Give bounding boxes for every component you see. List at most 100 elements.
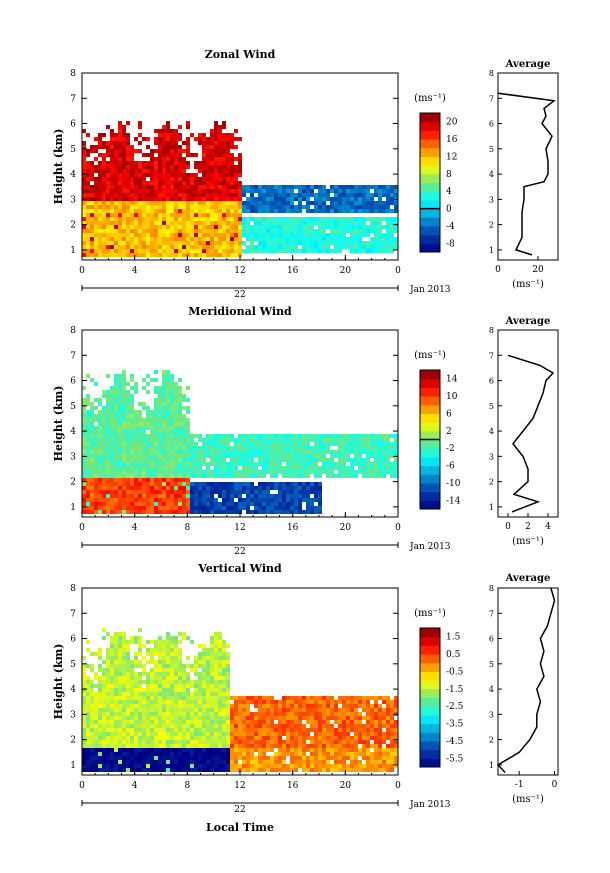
heatmap-cell [130,684,134,688]
heatmap-cell [190,233,194,237]
heatmap-cell [370,249,374,253]
heatmap-cell [118,173,122,177]
heatmap-cell [98,502,102,506]
heatmap-cell [178,450,182,454]
heatmap-cell [126,696,130,700]
heatmap-cell [90,494,94,498]
heatmap-cell [114,498,118,502]
heatmap-cell [394,229,398,233]
heatmap-cell [194,716,198,720]
heatmap-cell [222,502,226,506]
heatmap-cell [238,233,242,237]
heatmap-cell [138,253,142,257]
heatmap-cell [150,656,154,660]
heatmap-cell [182,438,186,442]
heatmap-cell [166,656,170,660]
heatmap-cell [238,482,242,486]
heatmap-cell [202,494,206,498]
heatmap-cell [118,438,122,442]
heatmap-cell [262,752,266,756]
heatmap-cell [370,185,374,189]
heatmap-cell [202,450,206,454]
heatmap-cell [122,129,126,133]
heatmap-cell [234,454,238,458]
heatmap-cell [270,442,274,446]
heatmap-cell [198,740,202,744]
heatmap-cell [306,454,310,458]
heatmap-cell [178,434,182,438]
heatmap-cell [126,668,130,672]
heatmap-cell [138,217,142,221]
heatmap-cell [206,470,210,474]
heatmap-cell [130,720,134,724]
heatmap-cell [178,137,182,141]
heatmap-cell [358,438,362,442]
heatmap-cell [194,241,198,245]
heatmap-cell [98,181,102,185]
heatmap-cell [142,438,146,442]
heatmap-cell [226,744,230,748]
heatmap-cell [114,390,118,394]
heatmap-cell [210,664,214,668]
heatmap-cell [226,213,230,217]
average-y-tick-label: 8 [489,326,494,335]
heatmap-cell [274,217,278,221]
heatmap-cell [166,402,170,406]
heatmap-cell [238,740,242,744]
heatmap-cell [334,193,338,197]
heatmap-cell [138,205,142,209]
heatmap-cell [290,490,294,494]
heatmap-cell [210,201,214,205]
heatmap-cell [314,498,318,502]
heatmap-cell [254,740,258,744]
heatmap-cell [102,680,106,684]
heatmap-cell [146,478,150,482]
heatmap-cell [166,502,170,506]
heatmap-cell [178,664,182,668]
heatmap-cell [98,454,102,458]
heatmap-cell [322,249,326,253]
heatmap-cell [86,197,90,201]
heatmap-cell [122,133,126,137]
heatmap-cell [178,165,182,169]
heatmap-cell [178,390,182,394]
heatmap-cell [170,153,174,157]
heatmap-cell [314,217,318,221]
heatmap-cell [90,470,94,474]
heatmap-cell [190,237,194,241]
heatmap-cell [314,205,318,209]
heatmap-cell [286,470,290,474]
heatmap-cell [258,458,262,462]
heatmap-cell [286,438,290,442]
x-tick-label: 0 [79,523,85,533]
heatmap-cell [130,237,134,241]
heatmap-cell [370,201,374,205]
y-tick-label: 5 [70,145,76,155]
heatmap-cell [346,446,350,450]
heatmap-cell [118,708,122,712]
colorbar-swatch [420,243,440,253]
heatmap-cell [202,442,206,446]
heatmap-cell [282,486,286,490]
heatmap-cell [238,165,242,169]
heatmap-cell [362,466,366,470]
heatmap-cell [114,185,118,189]
heatmap-cells [82,370,398,514]
heatmap-cell [122,482,126,486]
heatmap-cell [82,398,86,402]
heatmap-cell [118,676,122,680]
heatmap-cell [214,205,218,209]
heatmap-cell [166,129,170,133]
heatmap-cell [358,446,362,450]
heatmap-cell [90,418,94,422]
heatmap-cell [114,482,118,486]
heatmap-cell [218,470,222,474]
heatmap-cell [118,462,122,466]
heatmap-cell [218,712,222,716]
heatmap-cell [250,724,254,728]
heatmap-cell [226,656,230,660]
heatmap-cell [130,736,134,740]
heatmap-cell [390,229,394,233]
heatmap-cell [286,466,290,470]
heatmap-cell [118,125,122,129]
